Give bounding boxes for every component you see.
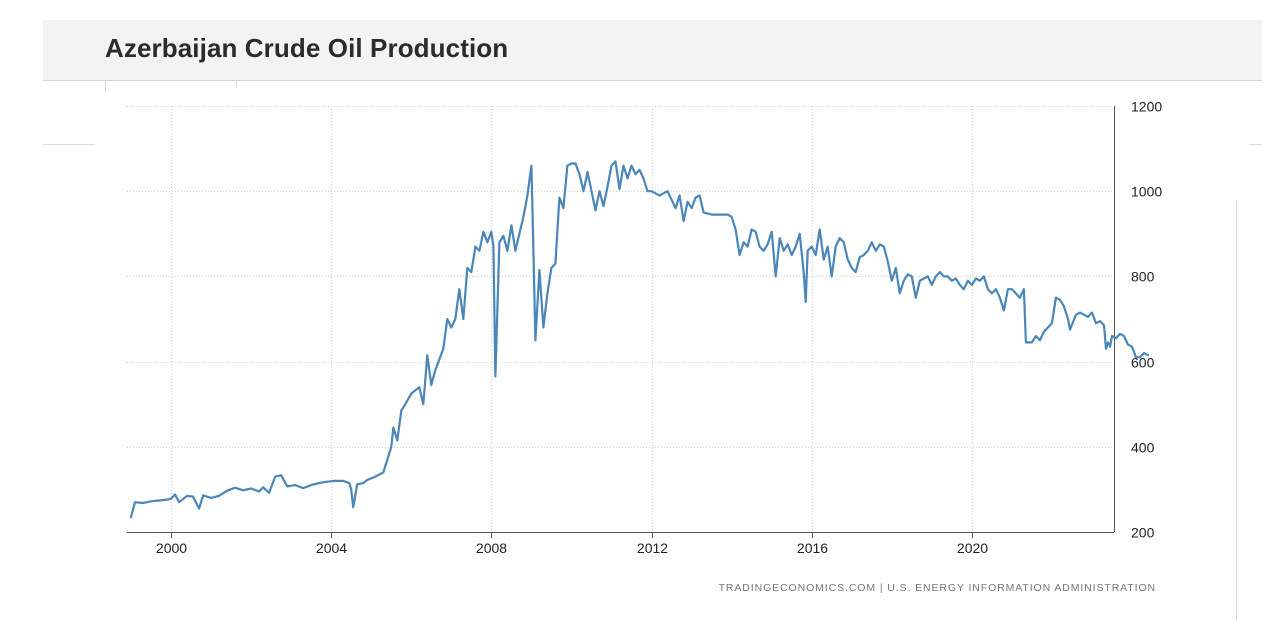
series-line-0 <box>129 160 1150 519</box>
y-tick-label-400: 400 <box>1131 440 1155 456</box>
x-tick-label-2000: 2000 <box>156 540 187 556</box>
x-tick-label-2004: 2004 <box>316 540 347 556</box>
y-tick-label-1200: 1200 <box>1131 99 1162 115</box>
chart-header: Azerbaijan Crude Oil Production <box>43 20 1262 81</box>
divider-left <box>43 144 95 145</box>
y-tick-label-600: 600 <box>1131 355 1155 371</box>
tab-tick-right <box>236 80 237 88</box>
tab-tick-left <box>105 80 106 92</box>
series-layer <box>129 160 1150 519</box>
x-tick-label-2008: 2008 <box>476 540 507 556</box>
y-tick-label-200: 200 <box>1131 525 1155 541</box>
y-tick-label-800: 800 <box>1131 269 1155 285</box>
axis-lines <box>127 106 1115 538</box>
source-attribution: TRADINGECONOMICS.COM | U.S. ENERGY INFOR… <box>718 582 1156 594</box>
divider-right <box>1249 144 1262 145</box>
x-tick-label-2016: 2016 <box>797 540 828 556</box>
tick-labels: 200 400 600 800 1000 1200 2000 2004 2008 2012 2016… <box>156 99 1162 557</box>
grid-lines <box>127 106 1114 533</box>
divider-vertical <box>1236 200 1237 620</box>
y-tick-label-1000: 1000 <box>1131 184 1162 200</box>
x-tick-label-2020: 2020 <box>957 540 988 556</box>
page-title: Azerbaijan Crude Oil Production <box>105 33 509 63</box>
x-tick-label-2012: 2012 <box>637 540 668 556</box>
